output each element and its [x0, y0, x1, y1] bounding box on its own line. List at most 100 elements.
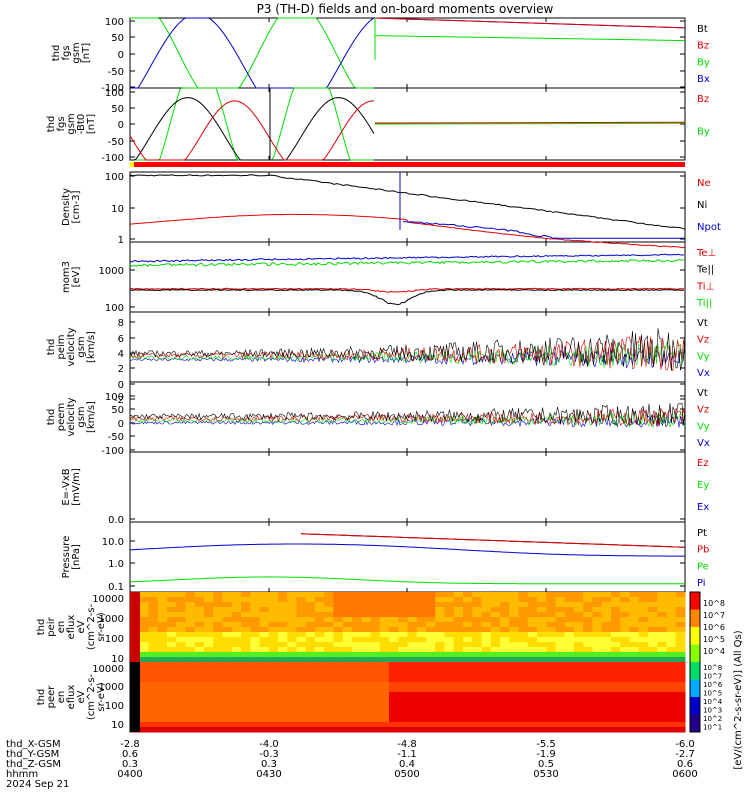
spec-cell — [259, 727, 270, 733]
spec-cell — [342, 727, 353, 733]
spec-cell — [407, 722, 418, 728]
spec-cell — [509, 657, 519, 663]
spec-cell — [379, 627, 390, 633]
spec-cell — [555, 677, 566, 683]
spec-cell — [305, 712, 316, 718]
spec-cell — [601, 642, 612, 648]
spec-cell — [231, 627, 242, 633]
series-v3 — [129, 328, 686, 371]
spec-cell — [444, 692, 455, 698]
spec-cell — [426, 722, 436, 728]
spec-cell — [278, 652, 288, 658]
spec-cell — [537, 657, 547, 663]
spec-cell — [287, 687, 297, 693]
spec-cell — [194, 617, 205, 623]
series-te-perp — [129, 287, 685, 293]
spec-cell — [241, 707, 251, 713]
spec-cell — [463, 612, 473, 618]
spec-cell — [500, 592, 510, 598]
spec-cell — [305, 692, 316, 698]
spec-cell — [583, 727, 593, 733]
spec-cell — [407, 642, 418, 648]
spec-cell — [500, 602, 510, 608]
spec-cell — [574, 627, 584, 633]
spec-cell — [416, 682, 427, 688]
spec-cell — [305, 717, 316, 723]
spec-cell — [490, 677, 501, 683]
spec-cell — [472, 727, 482, 733]
spec-cell — [629, 652, 640, 658]
spec-cell — [537, 612, 547, 618]
spec-cell — [268, 667, 279, 673]
spec-cell — [490, 662, 501, 668]
spec-cell — [426, 602, 436, 608]
spec-cell — [148, 687, 159, 693]
spec-cell — [444, 622, 455, 628]
spec-cell — [527, 592, 538, 598]
spec-cell — [638, 717, 649, 723]
spec-cell — [268, 652, 279, 658]
spec-cell — [324, 642, 334, 648]
spec-cell — [398, 602, 408, 608]
spec-cell — [444, 602, 455, 608]
spec-cell — [157, 622, 168, 628]
spec-cell — [250, 697, 260, 703]
spec-cell — [472, 682, 482, 688]
spec-cell — [675, 667, 686, 673]
ephem-value: 0530 — [533, 769, 558, 780]
spec-cell — [675, 612, 686, 618]
spec-cell — [250, 682, 260, 688]
spec-cell — [657, 592, 667, 598]
spec-cell — [204, 617, 214, 623]
spec-cell — [324, 602, 334, 608]
spec-cell — [148, 707, 159, 713]
spec-cell — [435, 622, 445, 628]
spec-cell — [222, 612, 233, 618]
spec-cell — [481, 712, 492, 718]
spec-cell — [583, 632, 593, 638]
spec-cell — [537, 607, 547, 613]
spec-cell — [231, 697, 242, 703]
spec-cell — [342, 597, 353, 603]
spec-cell — [426, 727, 436, 733]
spec-cell — [185, 612, 196, 618]
spec-cell — [435, 637, 445, 643]
spec-cell — [185, 672, 196, 678]
spec-cell — [453, 687, 464, 693]
spec-cell — [620, 642, 630, 648]
spec-cell — [555, 597, 566, 603]
spec-cell — [666, 662, 677, 668]
spec-cell — [352, 702, 362, 708]
spec-cell — [213, 597, 223, 603]
spec-cell — [342, 592, 353, 598]
spec-cell — [361, 612, 371, 618]
spec-cell — [157, 672, 168, 678]
spec-cell — [389, 602, 399, 608]
spec-cell — [287, 707, 297, 713]
spec-cell — [259, 637, 270, 643]
spec-cell — [352, 672, 362, 678]
spec-cell — [416, 697, 427, 703]
spec-cell — [546, 682, 556, 688]
spec-cell — [657, 602, 667, 608]
spec-cell — [472, 637, 482, 643]
spec-cell — [194, 632, 205, 638]
spec-cell — [509, 667, 519, 673]
spec-cell — [453, 642, 464, 648]
density-curves — [129, 172, 686, 249]
spec-cell — [574, 592, 584, 598]
spec-cell — [268, 677, 279, 683]
spec-cell — [611, 697, 621, 703]
spec-cell — [527, 627, 538, 633]
spec-cell — [139, 707, 149, 713]
spec-cell — [213, 672, 223, 678]
spec-cell — [592, 707, 603, 713]
series-ti-perp — [129, 253, 685, 263]
spec-cell — [185, 637, 196, 643]
spec-cell — [657, 707, 667, 713]
spec-cell — [231, 722, 242, 728]
ephem-value: -4.0 — [259, 739, 279, 750]
spec-cell — [176, 722, 186, 728]
y-tick-label: 100 — [105, 17, 124, 28]
spec-cell — [296, 617, 307, 623]
